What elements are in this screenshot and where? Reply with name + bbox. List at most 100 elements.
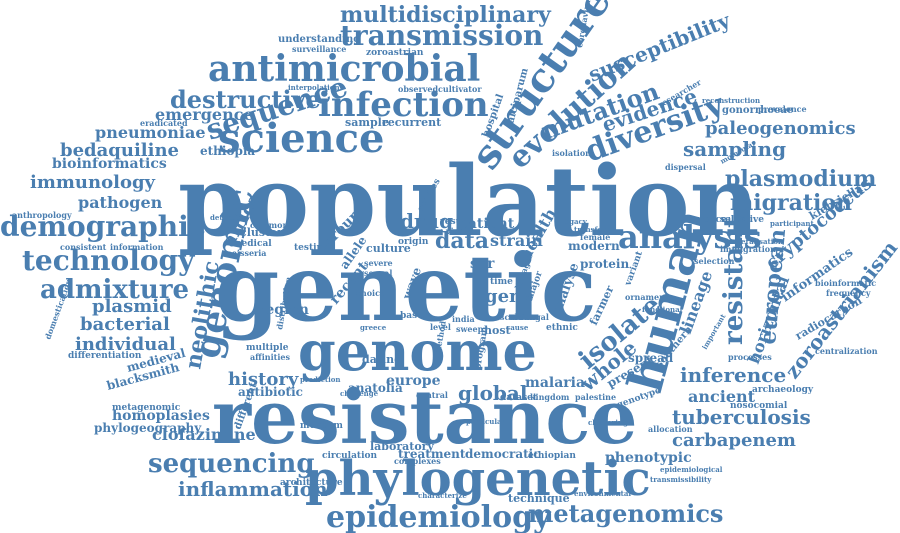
word-infection: infection [318, 85, 489, 125]
word-ethiopia: ethiopia [200, 144, 255, 158]
word-phenotypic: phenotypic [605, 450, 692, 466]
word-anthropology: anthropology [12, 210, 72, 220]
word-scale: scale [500, 312, 523, 322]
word-homoplasies: homoplasies [112, 408, 210, 424]
word-complexes: complexes [394, 456, 441, 466]
word-dataset: dataset [500, 393, 538, 403]
word-phylogenetic: phylogenetic [305, 451, 651, 507]
word-spread: spread [628, 351, 674, 365]
word-ancient: ancient [688, 387, 756, 406]
word-prevalence: prevalence [758, 104, 807, 114]
word-population: population [178, 145, 759, 258]
word-understanding: understanding [278, 34, 360, 45]
word-functional: functional [642, 305, 683, 314]
word-archaeology: archaeology [752, 385, 814, 395]
word-host: host [484, 324, 512, 337]
word-migration: migration [730, 190, 852, 216]
word-immigration: immigration [720, 244, 776, 254]
word-sampling: sampling [683, 137, 786, 161]
word-viral: viral [445, 226, 466, 236]
word-environmental: environmental [574, 489, 631, 498]
word-sweep: sweep [456, 324, 484, 334]
word-origin: origin [398, 237, 429, 247]
word-level: level [430, 322, 451, 332]
word-admixture: admixture [40, 275, 189, 305]
word-selection: selection [694, 256, 735, 266]
word-virulence: virulence [679, 215, 727, 225]
word-clofazimine: clofazimine [152, 425, 256, 444]
word-bioinformatics: bioinformatics [52, 156, 167, 172]
word-individual: individual [75, 334, 176, 355]
word-antimicrobial: antimicrobial [208, 48, 480, 90]
word-museum: museum [300, 421, 343, 431]
word-immunology: immunology [30, 172, 156, 193]
word-modern: modern [568, 239, 620, 253]
word-time: time [490, 277, 513, 287]
word-science: science [218, 115, 384, 162]
word-culture: culture [366, 242, 411, 255]
word-feralisation: feralisation [738, 237, 783, 246]
word-allocation: allocation [648, 424, 693, 434]
word-severe: severe [364, 258, 393, 268]
word-india: india [452, 314, 475, 324]
word-cluster: cluster [240, 226, 283, 239]
word-zoroastrian: zoroastrian [366, 48, 424, 58]
word-selective: selective [720, 215, 764, 225]
word-bacterial: bacterial [80, 314, 170, 335]
word-consistent: consistent [60, 242, 107, 252]
word-based: based [400, 311, 430, 321]
word-transmissibility: transmissibility [650, 475, 712, 484]
word-cause: cause [506, 323, 529, 332]
word-processes: processes [728, 352, 772, 362]
word-protein: protein [580, 257, 629, 271]
word-dating: dating [362, 353, 402, 366]
word-sexual: sexual [364, 268, 392, 278]
word-choice: choice [356, 288, 385, 298]
word-inflammation: inflammation [178, 477, 328, 501]
word-pathogen: pathogen [78, 193, 163, 212]
word-ethnic: ethnic [546, 323, 578, 333]
word-interpolation: interpolation [288, 83, 340, 92]
word-laboratory: laboratory [370, 440, 434, 453]
word-isolation: isolation [552, 148, 591, 158]
word-clustering: clustering [588, 418, 628, 427]
word-democratic: democratic [465, 447, 541, 461]
word-data: data [435, 228, 489, 254]
word-recurrent: recurrent [382, 116, 442, 129]
word-paleogenomics: paleogenomics [705, 118, 856, 139]
word-gonorrhoeae: gonorrhoeae [722, 105, 793, 116]
word-bedaquiline: bedaquiline [60, 140, 179, 161]
word-circulation: circulation [322, 451, 377, 461]
word-cultivator: cultivator [438, 84, 482, 94]
word-affinities: affinities [250, 352, 290, 362]
word-destructive: destructive [170, 85, 321, 114]
word-central: central [416, 390, 448, 400]
word-sample: sample [345, 116, 389, 129]
word-technology: technology [22, 244, 195, 277]
word-testing: testing [294, 243, 330, 253]
word-metagenomic: metagenomic [112, 403, 181, 413]
word-sar: sar [470, 256, 495, 272]
word-female: female [580, 232, 610, 242]
word-reconstruction: reconstruction [702, 96, 760, 105]
word-technique: technique [508, 492, 570, 505]
word-frequency: frequency [826, 288, 871, 298]
word-surveillance: surveillance [292, 44, 346, 54]
word-multidisciplinary: multidisciplinary [340, 2, 552, 28]
word-inference: inference [680, 363, 786, 387]
word-gene: gene [485, 286, 534, 307]
word-differentiation: differentiation [68, 351, 142, 361]
word-analysis: analysis [618, 218, 762, 256]
word-nosocomial: nosocomial [730, 401, 788, 411]
word-region: region [258, 302, 309, 318]
word-genetic: genetic [215, 234, 597, 342]
word-antibiotic: antibiotic [238, 385, 303, 399]
word-sequencing: sequencing [148, 449, 315, 479]
word-carbapenem: carbapenem [672, 430, 796, 451]
word-result: result [440, 217, 470, 227]
word-common: common [250, 220, 288, 230]
word-phylogeography: phylogeography [94, 421, 202, 435]
word-history: history [228, 369, 299, 390]
word-centralization: centralization [815, 346, 878, 356]
